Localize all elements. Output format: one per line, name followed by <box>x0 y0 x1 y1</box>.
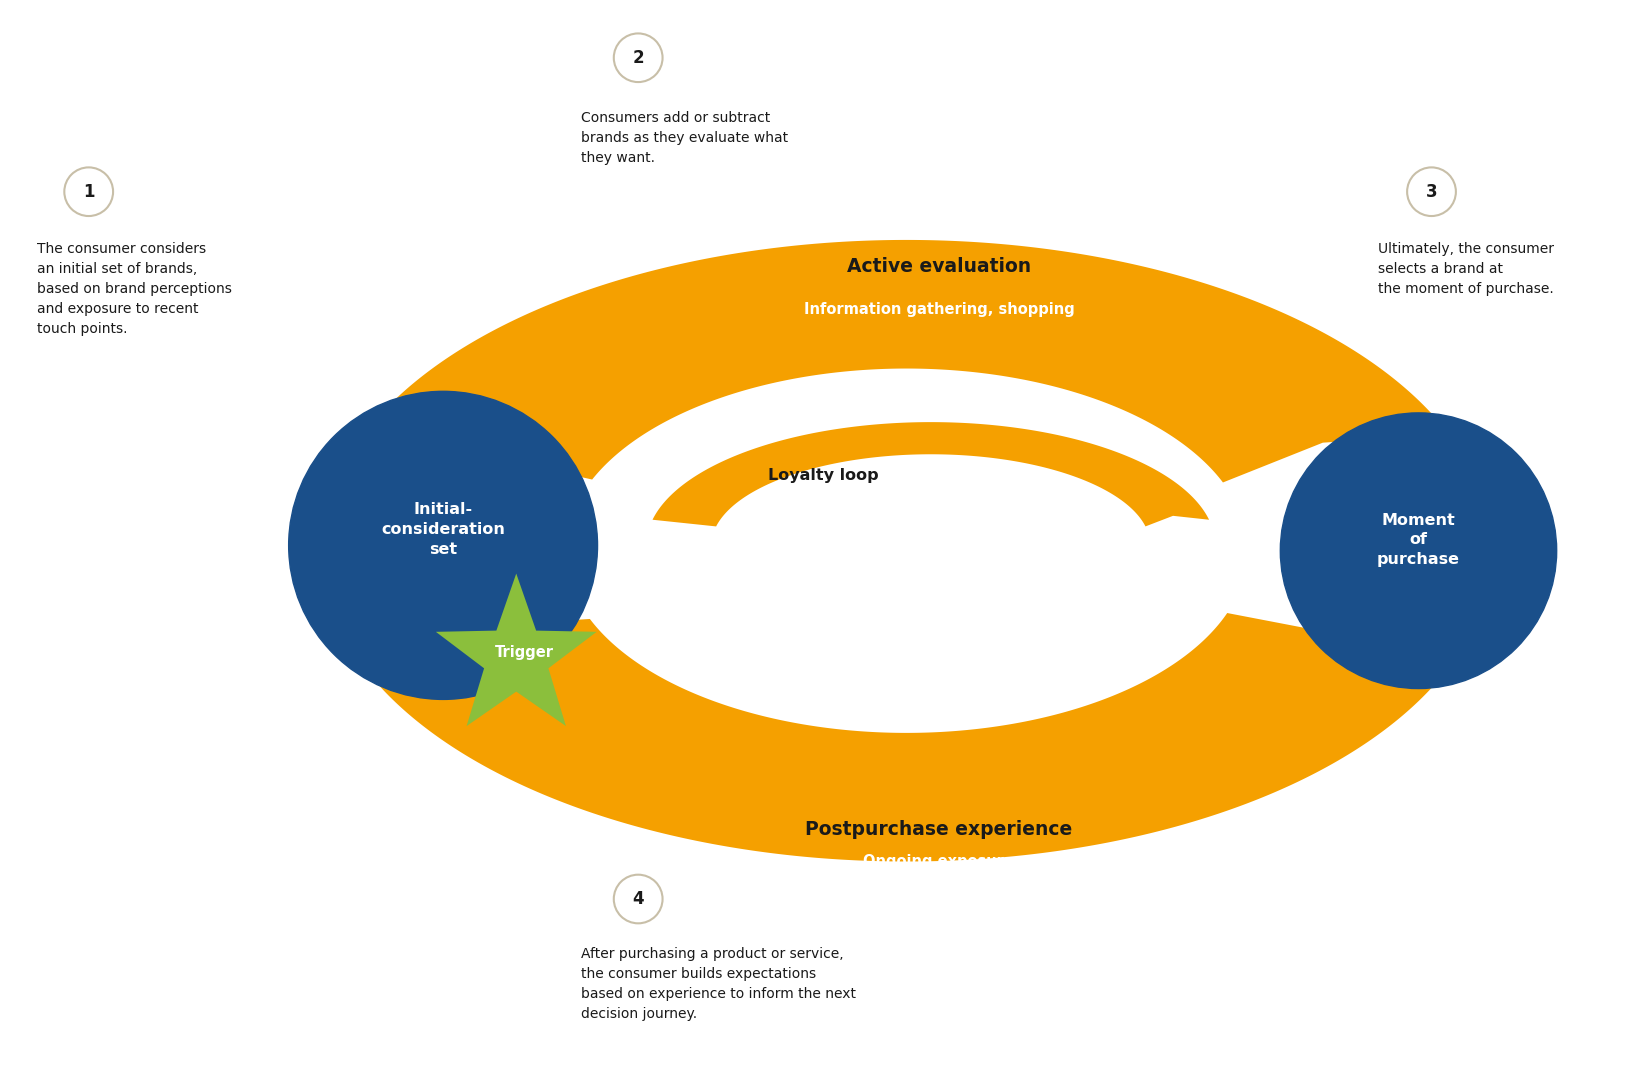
Text: Initial-
consideration
set: Initial- consideration set <box>381 502 505 556</box>
Text: After purchasing a product or service,
the consumer builds expectations
based on: After purchasing a product or service, t… <box>582 947 856 1022</box>
Text: Ultimately, the consumer
selects a brand at
the moment of purchase.: Ultimately, the consumer selects a brand… <box>1377 242 1554 296</box>
Text: 1: 1 <box>83 183 95 201</box>
Polygon shape <box>652 422 1209 526</box>
Polygon shape <box>364 613 1456 862</box>
Polygon shape <box>436 573 596 726</box>
Ellipse shape <box>1281 413 1557 689</box>
Text: Loyalty loop: Loyalty loop <box>768 469 879 483</box>
Text: 3: 3 <box>1426 183 1438 201</box>
Text: Ongoing exposure: Ongoing exposure <box>863 854 1015 869</box>
Text: 4: 4 <box>632 890 644 908</box>
Text: Postpurchase experience: Postpurchase experience <box>806 820 1072 839</box>
Text: Trigger: Trigger <box>495 645 554 660</box>
Text: Information gathering, shopping: Information gathering, shopping <box>804 302 1074 318</box>
Polygon shape <box>368 240 1449 483</box>
Ellipse shape <box>289 391 598 700</box>
Text: Consumers add or subtract
brands as they evaluate what
they want.: Consumers add or subtract brands as they… <box>582 111 788 165</box>
Text: 2: 2 <box>632 49 644 67</box>
Text: Active evaluation: Active evaluation <box>846 257 1031 276</box>
Text: Moment
of
purchase: Moment of purchase <box>1377 513 1461 567</box>
Text: The consumer considers
an initial set of brands,
based on brand perceptions
and : The consumer considers an initial set of… <box>36 242 232 336</box>
